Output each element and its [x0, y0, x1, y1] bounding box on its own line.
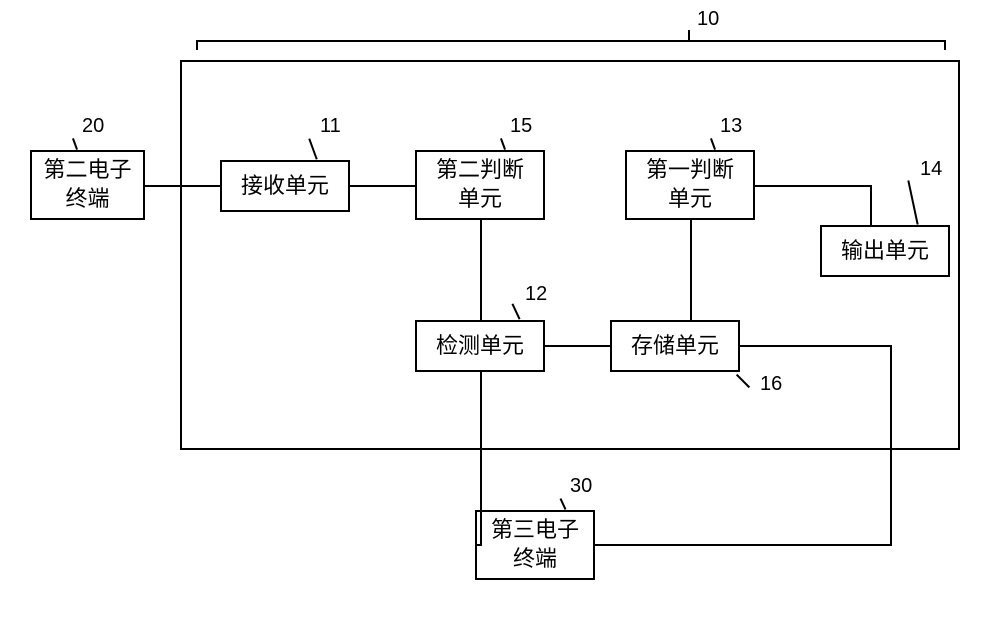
label-11: 11 — [320, 115, 341, 138]
bracket-10-r — [944, 40, 946, 50]
node-14-text: 输出单元 — [841, 237, 929, 266]
edge-12-16 — [545, 345, 610, 347]
edge-out-down-v — [890, 345, 892, 546]
edge-20-11 — [145, 185, 220, 187]
node-11-text: 接收单元 — [241, 172, 329, 201]
edge-16-out-h — [740, 345, 892, 347]
edge-11-15 — [350, 185, 415, 187]
node-16: 存储单元 — [610, 320, 740, 372]
edge-12-30-v — [480, 372, 482, 546]
label-20: 20 — [82, 115, 104, 138]
edge-down-30-h — [595, 544, 892, 546]
node-12-text: 检测单元 — [436, 332, 524, 361]
node-30-text: 第三电子 终端 — [491, 516, 579, 573]
leader-20 — [72, 138, 78, 150]
label-13: 13 — [720, 115, 742, 138]
node-14: 输出单元 — [820, 225, 950, 277]
edge-12-30-h — [475, 544, 482, 546]
leader-30 — [560, 498, 567, 510]
node-11: 接收单元 — [220, 160, 350, 212]
node-15: 第二判断 单元 — [415, 150, 545, 220]
label-10: 10 — [697, 8, 719, 31]
node-20: 第二电子 终端 — [30, 150, 145, 220]
label-30: 30 — [570, 475, 592, 498]
node-15-text: 第二判断 单元 — [436, 156, 524, 213]
bracket-10-l — [196, 40, 198, 50]
label-15: 15 — [510, 115, 532, 138]
node-12: 检测单元 — [415, 320, 545, 372]
label-12: 12 — [525, 283, 547, 306]
edge-13-14-h — [755, 185, 872, 187]
node-13-text: 第一判断 单元 — [646, 156, 734, 213]
bracket-10-tick — [688, 30, 690, 40]
node-13: 第一判断 单元 — [625, 150, 755, 220]
node-30: 第三电子 终端 — [475, 510, 595, 580]
edge-15-12 — [480, 220, 482, 320]
node-16-text: 存储单元 — [631, 332, 719, 361]
edge-13-16 — [690, 220, 692, 320]
block-diagram: 10 第二电子 终端 20 接收单元 11 第二判断 单元 15 第一判断 单元… — [0, 0, 1000, 637]
edge-13-14-v — [870, 185, 872, 225]
bracket-10-h — [196, 40, 946, 42]
label-16: 16 — [760, 373, 782, 396]
label-14: 14 — [920, 158, 942, 181]
node-20-text: 第二电子 终端 — [43, 156, 131, 213]
